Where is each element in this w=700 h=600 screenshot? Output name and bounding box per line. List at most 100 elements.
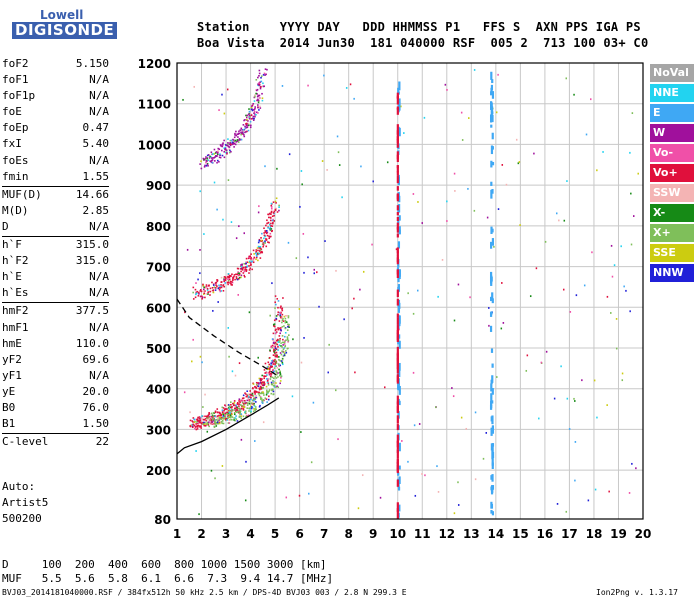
echo-point	[246, 116, 248, 119]
echo-point	[239, 138, 242, 141]
noise-point	[191, 360, 193, 363]
echo-point	[237, 140, 239, 143]
echo-point	[268, 363, 271, 366]
echo-point	[251, 406, 253, 408]
echo-point	[282, 318, 284, 320]
echo-point	[270, 206, 273, 208]
echo-point	[248, 407, 250, 410]
echo-point	[264, 231, 267, 233]
echo-point	[270, 362, 272, 365]
echo-point	[204, 425, 207, 427]
noise-point	[591, 251, 593, 254]
noise-point	[593, 379, 596, 382]
echo-point	[252, 398, 255, 400]
echo-point	[214, 419, 217, 421]
noise-point	[337, 151, 340, 154]
echo-point	[234, 419, 236, 422]
noise-point	[335, 269, 337, 272]
echo-point	[273, 367, 276, 369]
echo-point	[258, 388, 261, 391]
echo-point	[218, 288, 221, 291]
interference-mark	[396, 357, 399, 367]
echo-point	[192, 298, 195, 300]
echo-point	[212, 284, 215, 286]
echo-point	[274, 307, 276, 309]
echo-point	[238, 132, 241, 135]
echo-point	[275, 371, 278, 374]
echo-point	[220, 421, 223, 423]
echo-point	[212, 417, 215, 420]
noise-point	[596, 416, 598, 419]
interference-mark	[396, 336, 399, 343]
echo-point	[220, 276, 223, 279]
noise-point	[529, 295, 532, 298]
echo-point	[277, 349, 279, 351]
echo-point	[246, 399, 249, 402]
noise-point	[195, 282, 197, 284]
echo-point	[273, 319, 276, 322]
interference-mark	[490, 71, 493, 80]
echo-point	[282, 363, 284, 366]
noise-point	[457, 504, 460, 506]
echo-point	[250, 396, 252, 399]
echo-point	[268, 228, 271, 230]
echo-point	[279, 340, 281, 342]
echo-point	[275, 328, 277, 331]
echo-point	[239, 129, 242, 131]
echo-point	[276, 211, 279, 213]
echo-point	[224, 418, 227, 421]
echo-point	[265, 232, 268, 235]
echo-point	[209, 415, 211, 418]
echo-point	[218, 421, 221, 424]
echo-point	[228, 278, 231, 281]
echo-point	[243, 128, 246, 131]
noise-point	[186, 248, 189, 251]
noise-point	[354, 371, 356, 374]
echo-point	[218, 411, 221, 414]
echo-point	[229, 412, 231, 415]
echo-point	[274, 209, 277, 212]
noise-point	[338, 164, 341, 166]
param-value: 14.66	[75, 187, 109, 201]
echo-point	[232, 142, 234, 145]
echo-point	[227, 143, 229, 145]
echo-point	[202, 284, 205, 287]
echo-point	[247, 393, 250, 396]
noise-point	[307, 84, 309, 87]
echo-point	[257, 259, 259, 262]
interference-mark	[491, 462, 494, 469]
echo-point	[243, 276, 246, 278]
interference-mark	[396, 247, 399, 254]
noise-point	[563, 219, 566, 222]
echo-point	[243, 263, 246, 265]
echo-point	[223, 285, 226, 288]
x-tick-label: 20	[635, 527, 652, 541]
echo-point	[254, 409, 256, 411]
legend-item: Vo+	[650, 164, 694, 182]
param-name: h`F	[2, 238, 22, 252]
topside-profile-line	[176, 298, 280, 378]
echo-point	[265, 239, 268, 241]
echo-point	[228, 422, 231, 424]
echo-point	[256, 95, 259, 98]
interference-mark	[396, 332, 399, 337]
noise-point	[321, 160, 324, 162]
noise-point	[316, 271, 318, 274]
echo-point	[275, 202, 277, 204]
echo-point	[240, 407, 243, 410]
echo-point	[260, 388, 263, 390]
echo-point	[240, 274, 243, 277]
interference-mark	[490, 84, 494, 91]
echo-point	[234, 278, 236, 281]
echo-point	[235, 409, 237, 411]
noise-point	[257, 101, 260, 104]
echo-point	[263, 234, 266, 237]
echo-point	[202, 288, 205, 291]
echo-point	[276, 356, 279, 358]
echo-point	[261, 92, 263, 95]
param-name: C-level	[2, 435, 49, 449]
echo-point	[246, 395, 249, 397]
noise-point	[264, 165, 266, 168]
param-name: hmF1	[2, 320, 29, 334]
echo-point	[231, 418, 233, 421]
